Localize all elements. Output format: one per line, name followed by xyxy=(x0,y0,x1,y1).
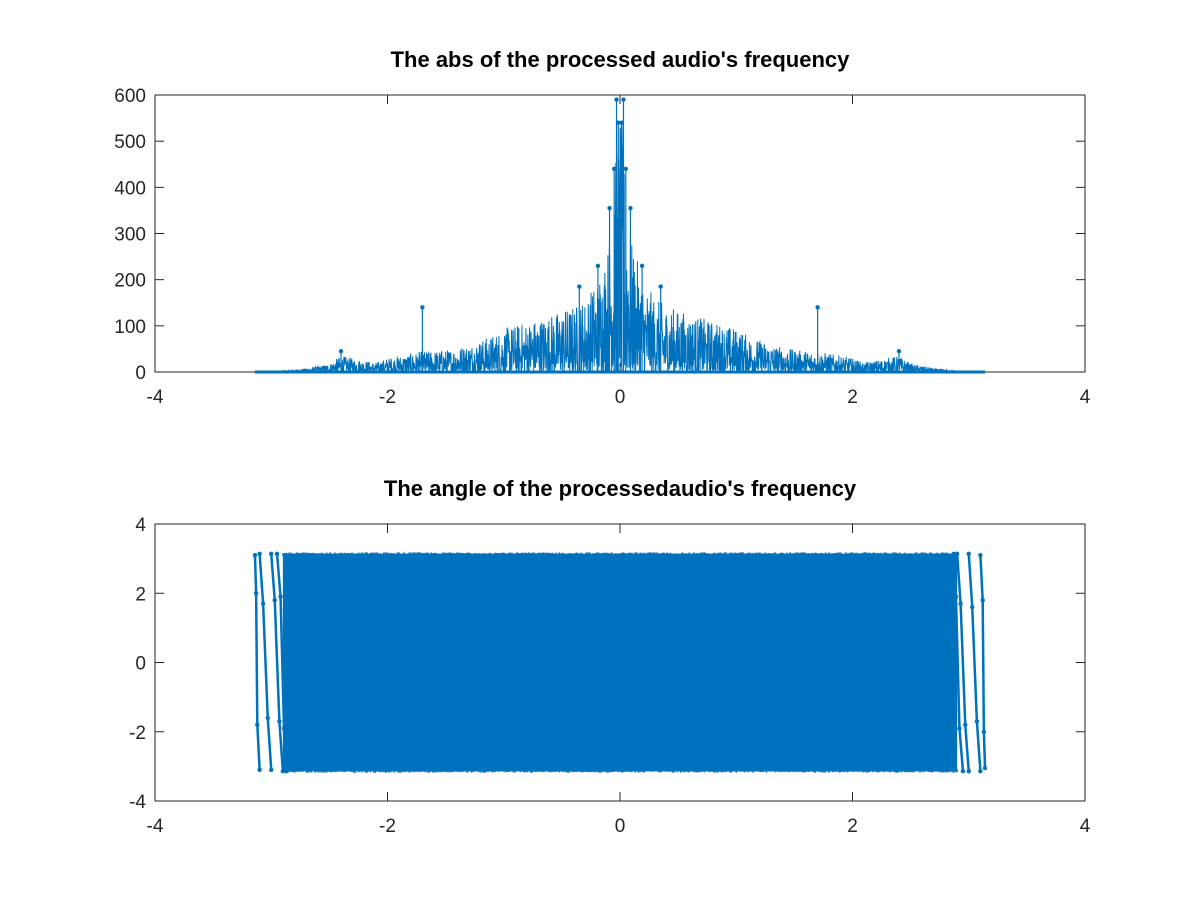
angle-edge-point xyxy=(278,594,283,599)
angle-edge-segment xyxy=(955,553,970,772)
angle-edge-segment xyxy=(952,553,965,772)
mag-x-tick-label: 0 xyxy=(615,387,626,408)
angle-edge-point xyxy=(277,719,282,724)
ang-y-tick-label: 2 xyxy=(135,584,146,605)
ang-x-tick-label: 4 xyxy=(1080,816,1091,837)
magnitude-peak-point xyxy=(595,263,601,269)
magnitude-peak-point xyxy=(896,349,902,354)
angle-dense-band xyxy=(282,553,958,772)
angle-edge-point xyxy=(954,551,960,556)
angle-edge-point xyxy=(958,601,963,606)
magnitude-peak-point xyxy=(420,305,425,310)
magnitude-ticks xyxy=(154,94,1086,373)
mag-x-tick-label: -2 xyxy=(379,387,396,408)
mag-y-tick-label: 0 xyxy=(135,363,146,384)
mag-y-tick-label: 300 xyxy=(114,225,146,246)
angle-title: The angle of the processedaudio's freque… xyxy=(384,476,857,501)
angle-edge-point xyxy=(269,767,274,773)
ang-x-tick-label: -2 xyxy=(379,816,396,837)
angle-edge-segment xyxy=(979,555,987,769)
angle-edge-point xyxy=(253,591,259,596)
angle-edge-point xyxy=(978,769,983,774)
magnitude-peak-point xyxy=(815,305,820,310)
magnitude-peak-point xyxy=(619,120,624,125)
magnitude-peak-point xyxy=(614,97,619,102)
angle-edge-point xyxy=(274,551,280,556)
mag-x-tick-label: 4 xyxy=(1080,387,1091,408)
ang-y-tick-label: 4 xyxy=(135,515,146,536)
angle-edge-point xyxy=(257,551,262,556)
magnitude-peak-point xyxy=(623,166,629,172)
angle-edge-segment xyxy=(270,553,285,772)
angle-edge-segment xyxy=(275,553,288,772)
angle-edge-point xyxy=(966,769,971,774)
magnitude-peak-point xyxy=(658,284,663,289)
angle-edge-segment xyxy=(967,553,982,772)
plot-angle: The angle of the processedaudio's freque… xyxy=(129,476,1091,837)
angle-edge-point xyxy=(981,729,987,734)
angle-series xyxy=(252,551,988,774)
angle-edge-segment xyxy=(253,555,261,770)
angle-ticks xyxy=(154,523,1086,802)
angle-x-tick-labels: -4 -2 0 2 4 xyxy=(147,816,1091,837)
angle-edge-point xyxy=(966,551,971,556)
magnitude-peak-point xyxy=(607,205,612,211)
angle-edge-point xyxy=(951,551,956,556)
mag-y-tick-label: 200 xyxy=(114,271,146,292)
mag-y-tick-label: 100 xyxy=(114,317,146,338)
angle-edge-point xyxy=(269,551,274,556)
angle-edge-point xyxy=(281,726,287,731)
angle-edge-point xyxy=(970,604,975,610)
ang-x-tick-label: -4 xyxy=(147,816,164,837)
ang-y-tick-label: -2 xyxy=(129,723,146,744)
mag-y-tick-label: 500 xyxy=(114,132,146,153)
ang-x-tick-label: 0 xyxy=(615,816,626,837)
magnitude-peak-point xyxy=(621,97,626,102)
angle-edge-point xyxy=(265,715,270,721)
mag-x-tick-label: 2 xyxy=(847,387,858,408)
magnitude-series xyxy=(254,97,986,374)
angle-edge-point xyxy=(980,597,985,603)
angle-edge-point xyxy=(978,552,983,558)
angle-edge-point xyxy=(960,769,966,774)
angle-edge-point xyxy=(272,597,277,603)
magnitude-peak-point xyxy=(628,205,633,211)
mag-y-tick-label: 400 xyxy=(114,178,146,199)
magnitude-peak-point xyxy=(338,349,344,354)
angle-edge-point xyxy=(957,726,962,731)
angle-edge-point xyxy=(257,767,262,773)
angle-edge-point xyxy=(963,722,968,728)
angle-edge-point xyxy=(252,552,258,558)
angle-edge-point xyxy=(953,594,959,599)
angle-edge-point xyxy=(280,769,286,774)
magnitude-x-tick-labels: -4 -2 0 2 4 xyxy=(147,387,1091,408)
mag-y-tick-label: 600 xyxy=(114,86,146,107)
mag-x-tick-label: -4 xyxy=(147,387,164,408)
angle-edge-segment xyxy=(258,553,273,770)
ang-y-tick-label: -4 xyxy=(129,792,146,813)
magnitude-peak-point xyxy=(577,284,582,289)
angle-edge-point xyxy=(982,765,988,771)
magnitude-y-tick-labels: 0 100 200 300 400 500 600 xyxy=(114,86,146,384)
angle-edge-point xyxy=(260,601,266,606)
magnitude-peak-point xyxy=(616,120,621,125)
angle-edge-point xyxy=(284,769,289,774)
magnitude-title: The abs of the processed audio's frequen… xyxy=(391,47,851,72)
magnitude-peak-point xyxy=(611,166,617,172)
magnitude-peak-point xyxy=(639,263,645,269)
ang-x-tick-label: 2 xyxy=(847,816,858,837)
plot-magnitude: The abs of the processed audio's frequen… xyxy=(114,47,1090,408)
ang-y-tick-label: 0 xyxy=(135,654,146,675)
angle-edge-point xyxy=(974,719,980,724)
magnitude-series-line xyxy=(254,121,986,374)
angle-y-tick-labels: -4 -2 0 2 4 xyxy=(129,515,146,813)
angle-band-edges xyxy=(282,552,958,773)
angle-edge-point xyxy=(255,722,260,728)
